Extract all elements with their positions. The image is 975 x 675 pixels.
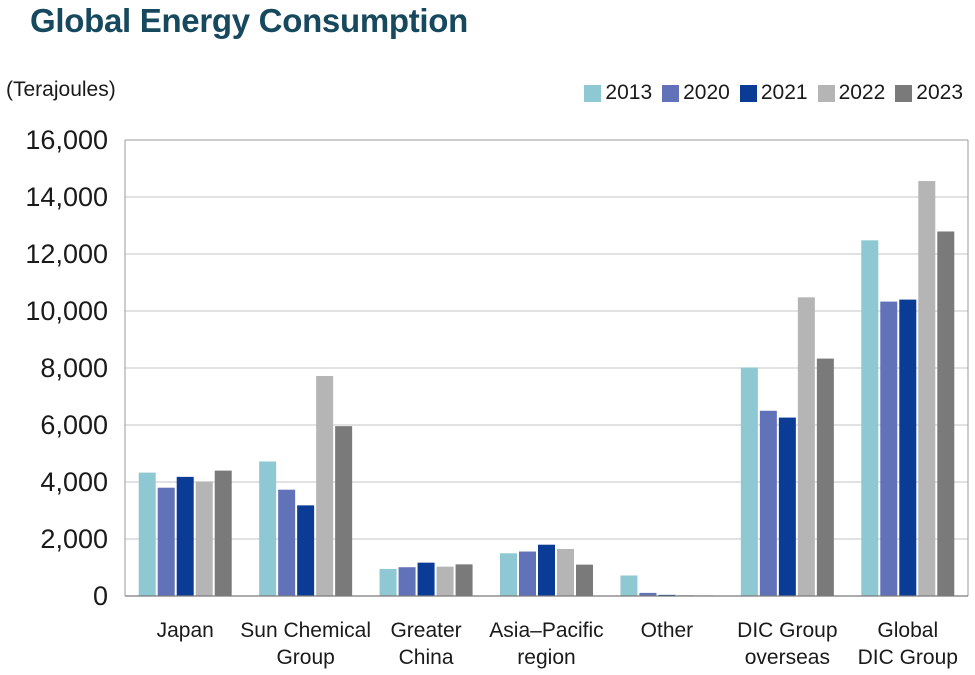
y-tick-label: 12,000 [25, 239, 108, 269]
legend-label: 2021 [760, 81, 808, 104]
bar-2022 [918, 181, 936, 597]
bar-2023 [576, 564, 593, 596]
x-tick-label: Global [877, 619, 938, 642]
bar-2013 [500, 553, 517, 596]
legend-item: 2020 [662, 81, 730, 105]
x-tick-label: Sun Chemical [240, 619, 371, 642]
bar-2023 [455, 564, 473, 596]
legend-swatch [739, 84, 757, 102]
bar-2021 [538, 544, 555, 596]
bar-2021 [176, 476, 194, 596]
bar-2021 [778, 417, 796, 596]
y-tick-label: 4,000 [40, 467, 108, 497]
bar-2013 [138, 472, 156, 596]
bar-2020 [759, 410, 777, 596]
legend-item: 2023 [895, 81, 963, 105]
bar-2013 [379, 568, 397, 596]
y-tick-label: 16,000 [25, 125, 108, 155]
bar-2023 [335, 426, 353, 596]
legend-swatch [662, 84, 680, 102]
legend: 2013 2020 2021 2022 2023 [574, 81, 963, 105]
bar-2013 [259, 461, 277, 596]
legend-swatch [895, 84, 913, 102]
bar-2022 [195, 481, 213, 596]
y-axis-unit-label: (Terajoules) [6, 78, 116, 101]
legend-item: 2013 [584, 81, 652, 105]
bar-2023 [816, 358, 834, 596]
legend-swatch [817, 84, 835, 102]
bar-2023 [937, 231, 955, 597]
x-tick-label: Group [276, 646, 334, 669]
bar-2013 [620, 575, 638, 596]
y-tick-label: 6,000 [40, 410, 108, 440]
bar-2022 [316, 375, 334, 596]
bar-2020 [519, 551, 536, 596]
y-tick-label: 10,000 [25, 296, 108, 326]
bar-2022 [797, 297, 815, 596]
x-tick-label: Asia–Pacific [489, 619, 603, 642]
bar-2020 [880, 301, 898, 596]
bar-2020 [278, 489, 296, 596]
bar-2021 [899, 299, 917, 596]
bar-2021 [417, 562, 435, 596]
bar-2021 [297, 505, 315, 596]
bar-2013 [861, 240, 879, 596]
x-tick-label: China [399, 646, 454, 669]
x-tick-label: DIC Group [858, 646, 958, 669]
x-tick-label: region [517, 646, 575, 669]
legend-swatch [584, 84, 602, 102]
bar-2013 [740, 367, 758, 596]
x-tick-label: Other [641, 619, 694, 642]
y-tick-label: 0 [93, 581, 108, 611]
bar-2022 [557, 548, 574, 596]
bar-2022 [436, 566, 454, 596]
legend-label: 2023 [916, 81, 963, 104]
legend-label: 2022 [838, 81, 886, 104]
bar-2020 [639, 592, 657, 596]
bar-2020 [157, 487, 175, 596]
x-tick-label: overseas [745, 646, 830, 669]
legend-item: 2021 [739, 81, 808, 105]
legend-label: 2013 [605, 81, 653, 104]
chart-title: Global Energy Consumption [30, 2, 469, 39]
x-tick-label: Japan [157, 619, 214, 642]
legend-label: 2020 [683, 81, 730, 104]
y-tick-label: 8,000 [40, 353, 108, 383]
y-tick-label: 14,000 [25, 182, 108, 212]
bar-2020 [398, 567, 416, 596]
bar-2023 [214, 470, 232, 596]
x-tick-label: Greater [390, 619, 461, 642]
legend-item: 2022 [817, 81, 886, 105]
x-tick-label: DIC Group [737, 619, 837, 642]
y-tick-label: 2,000 [40, 524, 108, 554]
